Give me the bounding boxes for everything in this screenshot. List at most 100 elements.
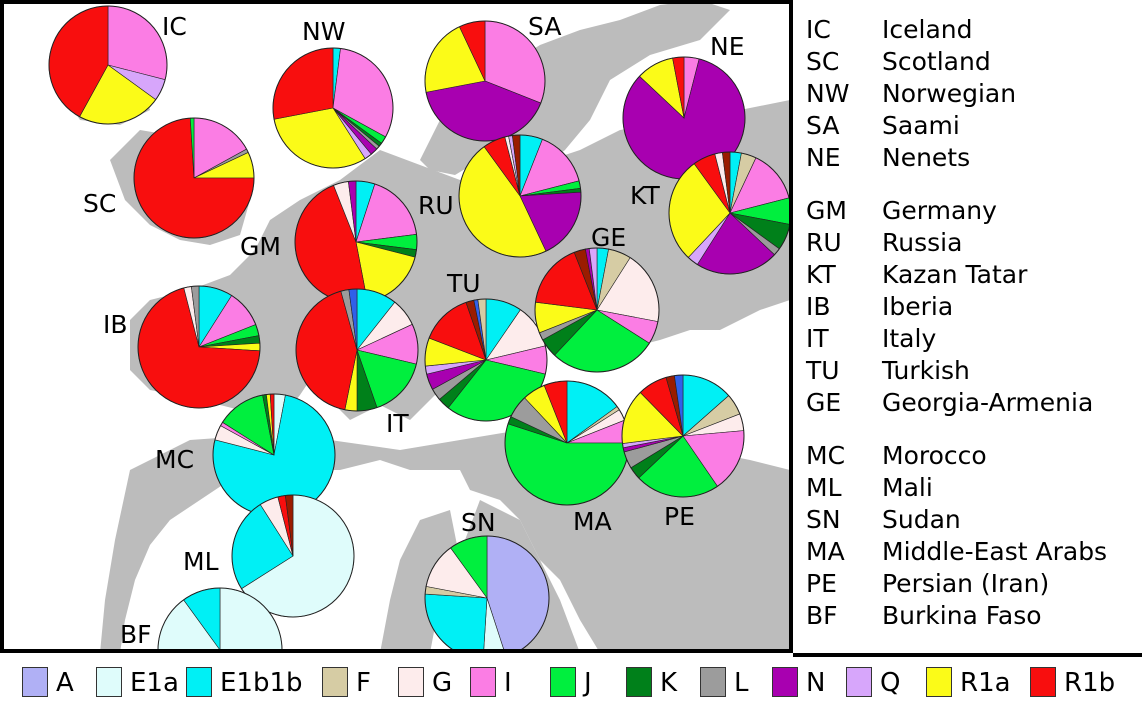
legend-swatch xyxy=(926,667,952,697)
pie-label-mc: MC xyxy=(155,445,194,474)
map-panel: IC SC NW SA NE GM RU KT IB IT TU GE MC ML SN MA PE BF xyxy=(0,0,793,653)
key-code: MC xyxy=(806,441,846,470)
pie-label-layer: IC SC NW SA NE GM RU KT IB IT TU GE MC ML SN MA PE BF xyxy=(83,12,745,649)
key-name: Nenets xyxy=(882,143,971,172)
pie-mc xyxy=(212,393,336,517)
pie-label-it: IT xyxy=(386,409,409,438)
pie-label-sc: SC xyxy=(83,189,116,218)
pie-label-ib: IB xyxy=(103,310,128,339)
key-name: Kazan Tatar xyxy=(882,260,1028,289)
legend-label: I xyxy=(504,668,512,698)
pie-label-sn: SN xyxy=(461,508,496,537)
key-name: Norwegian xyxy=(882,79,1017,108)
key-code: SC xyxy=(806,47,840,76)
pie-ne xyxy=(622,56,746,180)
legend-label: K xyxy=(660,668,678,698)
key-code: IB xyxy=(806,292,831,321)
key-code: NW xyxy=(806,79,850,108)
pie-label-ge: GE xyxy=(591,223,626,252)
key-code: GM xyxy=(806,196,847,225)
pie-ma xyxy=(504,380,630,506)
key-name: Georgia-Armenia xyxy=(882,388,1094,417)
key-name: Iberia xyxy=(882,292,954,321)
pie-ib xyxy=(137,285,261,409)
legend-swatch xyxy=(1030,667,1056,697)
key-name: Saami xyxy=(882,111,960,140)
pie-gm xyxy=(294,180,418,304)
legend-swatch xyxy=(96,667,122,697)
legend-swatch xyxy=(470,667,496,697)
legend-label: G xyxy=(432,668,453,698)
pie-label-ml: ML xyxy=(183,547,219,576)
key-name: Germany xyxy=(882,196,997,225)
pie-label-sa: SA xyxy=(528,12,561,41)
key-code: NE xyxy=(806,143,841,172)
legend-swatch xyxy=(846,667,872,697)
key-name: Persian (Iran) xyxy=(882,569,1050,598)
pie-ic xyxy=(48,5,168,125)
key-name: Scotland xyxy=(882,47,991,76)
key-code: RU xyxy=(806,228,842,257)
key-code: GE xyxy=(806,388,842,417)
pie-pe xyxy=(621,374,745,498)
key-code: IC xyxy=(806,15,831,44)
legend-swatch xyxy=(772,667,798,697)
pie-nw xyxy=(272,47,394,169)
pie-label-tu: TU xyxy=(446,269,481,298)
pie-label-ma: MA xyxy=(573,507,612,536)
legend-swatch xyxy=(322,667,348,697)
key-code: SA xyxy=(806,111,840,140)
legend-label: L xyxy=(734,668,749,698)
pie-bf xyxy=(157,587,283,653)
pie-sa xyxy=(424,20,546,142)
key-name: Morocco xyxy=(882,441,987,470)
key-name: Italy xyxy=(882,324,937,353)
key-code: SN xyxy=(806,505,841,534)
pie-label-ic: IC xyxy=(162,12,187,41)
legend-label: J xyxy=(584,668,592,698)
pie-label-ru: RU xyxy=(418,191,454,220)
legend-label: A xyxy=(56,668,74,698)
key-code: TU xyxy=(806,356,840,385)
key-code: BF xyxy=(806,601,838,630)
key-code: ML xyxy=(806,473,842,502)
legend-label: R1b xyxy=(1064,668,1116,698)
key-name: Burkina Faso xyxy=(882,601,1042,630)
pie-ru xyxy=(458,134,582,258)
legend-label: R1a xyxy=(960,668,1011,698)
legend-label: E1b1b xyxy=(220,668,303,698)
key-code: PE xyxy=(806,569,837,598)
pie-ml xyxy=(231,494,355,618)
pie-label-ne: NE xyxy=(710,32,745,61)
pie-kt xyxy=(668,151,792,275)
pie-label-kt: KT xyxy=(630,181,660,210)
key-code: IT xyxy=(806,324,829,353)
pie-slice-sn-e1a xyxy=(483,597,506,653)
pie-label-nw: NW xyxy=(302,17,345,46)
pie-label-bf: BF xyxy=(120,620,152,649)
legend-label: F xyxy=(356,668,371,698)
key-name: Iceland xyxy=(882,15,973,44)
legend-divider xyxy=(793,653,1142,657)
haplogroup-legend: A E1a E1b1b F G I J K L N Q R1a R1b xyxy=(0,653,1142,709)
legend-swatch xyxy=(550,667,576,697)
legend-swatch xyxy=(700,667,726,697)
legend-label: E1a xyxy=(130,668,179,698)
legend-swatch xyxy=(22,667,48,697)
legend-swatch xyxy=(626,667,652,697)
legend-label: Q xyxy=(880,668,901,698)
pie-chart-layer xyxy=(48,5,792,653)
key-code: KT xyxy=(806,260,836,289)
legend-label: N xyxy=(806,668,826,698)
key-name: Middle-East Arabs xyxy=(882,537,1108,566)
key-name: Sudan xyxy=(882,505,961,534)
key-name: Turkish xyxy=(882,356,970,385)
pie-label-gm: GM xyxy=(240,232,281,261)
key-name: Mali xyxy=(882,473,933,502)
legend-swatch xyxy=(186,667,212,697)
pie-sn xyxy=(424,535,550,653)
pie-tu xyxy=(424,298,548,422)
key-name: Russia xyxy=(882,228,963,257)
legend-swatch xyxy=(398,667,424,697)
pie-sc xyxy=(133,117,255,239)
